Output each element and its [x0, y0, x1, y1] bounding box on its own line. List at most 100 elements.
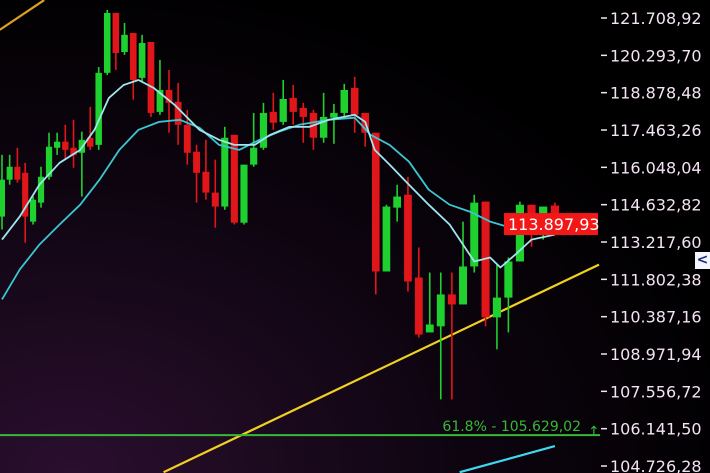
candle-49[interactable]: [459, 221, 467, 305]
y-tick-label: 107.556,72: [610, 382, 702, 401]
candle-8[interactable]: [62, 124, 69, 160]
candle-39[interactable]: [350, 76, 359, 133]
candle-31[interactable]: [269, 92, 277, 130]
y-tick-label: 104.726,28: [610, 457, 702, 473]
candle-48[interactable]: [447, 272, 456, 400]
candle-5[interactable]: [37, 166, 45, 208]
candle-2[interactable]: [14, 147, 21, 183]
candle-0[interactable]: [0, 154, 5, 230]
candle-body: [112, 12, 120, 54]
candle-33[interactable]: [289, 84, 297, 125]
candle-11[interactable]: [87, 106, 94, 150]
trendline-1[interactable]: [0, 0, 45, 31]
candle-13[interactable]: [103, 10, 111, 75]
candle-body: [14, 166, 21, 180]
candle-12[interactable]: [95, 67, 102, 150]
y-tick-label: 110.387,16: [610, 308, 702, 327]
candle-body: [425, 324, 434, 333]
candle-16[interactable]: [129, 33, 137, 100]
candle-38[interactable]: [340, 83, 349, 117]
current-price-tag: 113.897,93: [504, 213, 600, 236]
candle-17[interactable]: [138, 34, 146, 82]
ma-fast-line: [1, 79, 556, 269]
candle-body: [87, 137, 94, 147]
y-tick-label: 106.141,50: [610, 420, 702, 439]
candle-45[interactable]: [414, 247, 423, 338]
candle-9[interactable]: [70, 119, 77, 168]
candle-15[interactable]: [121, 22, 128, 55]
candle-1[interactable]: [6, 154, 13, 185]
candle-body: [53, 141, 61, 148]
candle-body: [289, 97, 297, 112]
candle-41[interactable]: [371, 132, 380, 295]
candle-body: [269, 111, 277, 123]
candle-14[interactable]: [112, 12, 120, 70]
candle-28[interactable]: [240, 164, 248, 225]
candle-29[interactable]: [250, 112, 258, 167]
candle-body: [350, 87, 359, 115]
candle-44[interactable]: [404, 176, 412, 292]
candle-24[interactable]: [202, 139, 210, 200]
y-tick-label: 111.802,38: [610, 270, 702, 289]
y-tick-label: 108.971,94: [610, 345, 702, 364]
candle-6[interactable]: [45, 132, 53, 180]
candle-body: [404, 194, 412, 282]
candle-37[interactable]: [330, 103, 338, 144]
candle-46[interactable]: [425, 272, 434, 333]
candle-body: [174, 101, 182, 125]
candle-body: [193, 151, 201, 173]
candle-36[interactable]: [319, 92, 328, 143]
current-price-label: 113.897,93: [508, 215, 600, 234]
candle-body: [37, 176, 45, 203]
candle-52[interactable]: [492, 264, 501, 350]
y-tick-label: 118.878,48: [610, 84, 702, 103]
candle-body: [138, 43, 146, 78]
candle-27[interactable]: [230, 134, 238, 225]
candle-25[interactable]: [211, 159, 219, 228]
candle-body: [70, 147, 77, 155]
candle-34[interactable]: [299, 102, 307, 143]
candle-body: [6, 166, 13, 180]
trendline-0[interactable]: [163, 263, 600, 473]
candle-body: [371, 132, 380, 272]
candle-35[interactable]: [309, 109, 318, 150]
candle-body: [330, 112, 338, 118]
candle-body: [470, 202, 479, 267]
candle-43[interactable]: [393, 184, 402, 222]
candle-23[interactable]: [193, 144, 201, 203]
candle-body: [504, 261, 513, 298]
candle-10[interactable]: [78, 131, 86, 197]
candle-body: [103, 12, 111, 73]
candle-body: [340, 89, 349, 113]
trendlines: [0, 0, 600, 473]
candle-30[interactable]: [259, 102, 268, 150]
candle-body: [22, 172, 29, 217]
candle-32[interactable]: [279, 79, 287, 125]
candle-47[interactable]: [436, 272, 445, 400]
candle-26[interactable]: [221, 126, 229, 210]
candle-body: [250, 147, 258, 165]
current-price-tag-bg: [504, 213, 598, 236]
candle-50[interactable]: [470, 194, 479, 273]
candle-18[interactable]: [147, 41, 155, 117]
candle-19[interactable]: [156, 59, 164, 115]
candle-3[interactable]: [22, 162, 29, 243]
candle-body: [45, 146, 53, 177]
candle-body: [319, 116, 328, 138]
candle-body: [240, 164, 248, 223]
y-tick-label: 116.048,04: [610, 158, 702, 177]
candle-body: [414, 277, 423, 335]
candle-body: [0, 179, 5, 217]
candle-4[interactable]: [29, 196, 37, 225]
candle-21[interactable]: [174, 82, 182, 145]
collapse-panel-button[interactable]: <: [695, 252, 710, 269]
trendline-2[interactable]: [459, 445, 556, 473]
candle-body: [183, 124, 191, 153]
candle-7[interactable]: [53, 132, 61, 155]
candle-body: [156, 89, 164, 112]
candle-53[interactable]: [504, 257, 513, 333]
candle-body: [221, 137, 229, 207]
candle-body: [492, 297, 501, 318]
candle-42[interactable]: [382, 204, 391, 272]
